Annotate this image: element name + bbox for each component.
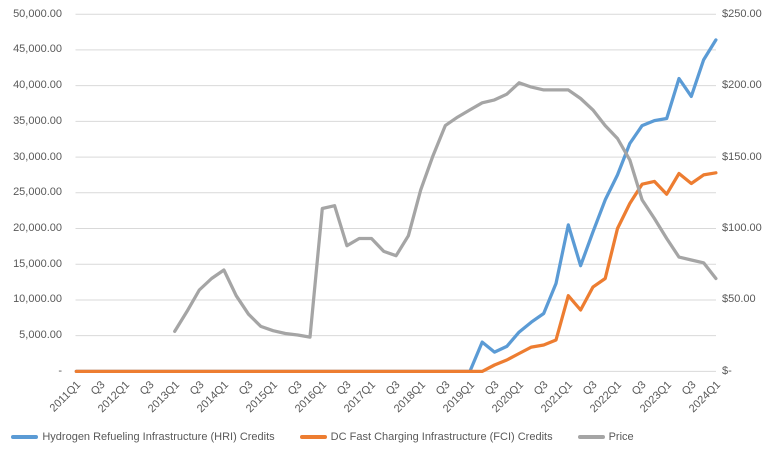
left-axis-tick-label: 10,000.00 — [13, 293, 62, 306]
right-axis-tick-label: $100.00 — [722, 222, 762, 235]
left-axis-tick-label: 5,000.00 — [19, 329, 62, 342]
left-axis-tick-label: 30,000.00 — [13, 150, 62, 163]
legend-line-swatch — [11, 435, 39, 439]
right-axis-tick-label: $- — [722, 364, 732, 377]
legend-line-swatch — [577, 435, 605, 439]
left-axis-tick-label: 40,000.00 — [13, 79, 62, 92]
left-axis-tick-label: 20,000.00 — [13, 222, 62, 235]
left-axis-tick-label: 50,000.00 — [13, 7, 62, 20]
legend-label: Price — [608, 431, 634, 443]
legend-item-2: Price — [577, 431, 634, 443]
gridlines — [75, 13, 716, 372]
legend-label: Hydrogen Refueling Infrastructure (HRI) … — [42, 431, 275, 443]
legend-item-1: DC Fast Charging Infrastructure (FCI) Cr… — [299, 431, 553, 443]
legend-label: DC Fast Charging Infrastructure (FCI) Cr… — [330, 431, 553, 443]
legend-item-0: Hydrogen Refueling Infrastructure (HRI) … — [11, 431, 275, 443]
right-axis-tick-label: $250.00 — [722, 7, 762, 20]
right-axis-tick-label: $150.00 — [722, 150, 762, 163]
series-line-1 — [74, 171, 718, 374]
left-axis-tick-label: 35,000.00 — [13, 114, 62, 127]
left-axis-tick-label: 25,000.00 — [13, 186, 62, 199]
left-axis-tick-label: 15,000.00 — [13, 257, 62, 270]
left-axis-tick-label: 45,000.00 — [13, 43, 62, 56]
legend-line-swatch — [299, 435, 327, 439]
series-line-2 — [173, 81, 718, 339]
left-axis-tick-label: - — [58, 364, 62, 377]
right-axis-tick-label: $200.00 — [722, 79, 762, 92]
right-axis-tick-label: $50.00 — [722, 293, 756, 306]
series-line-0 — [74, 38, 718, 374]
chart-legend: Hydrogen Refueling Infrastructure (HRI) … — [0, 431, 783, 443]
